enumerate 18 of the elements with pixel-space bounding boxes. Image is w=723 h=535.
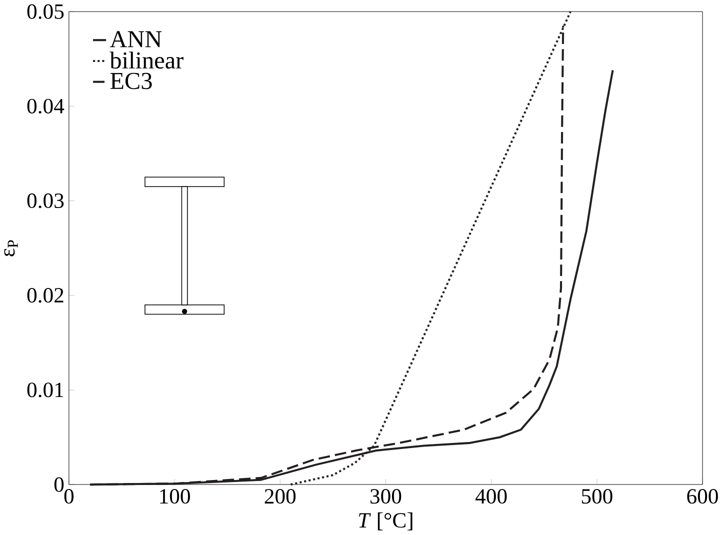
- y-tick-label: 0.03: [27, 194, 64, 208]
- y-axis-title: ε$_{P}$: [4, 240, 18, 257]
- legend-label: EC3: [110, 73, 152, 90]
- x-tick-label: 400: [475, 489, 507, 504]
- x-tick-label: 500: [582, 489, 612, 504]
- y-tick-label: 0: [54, 477, 64, 492]
- y-tick-label: 0.05: [27, 4, 64, 20]
- x-tick-label: 100: [160, 489, 190, 504]
- x-tick-label: 300: [370, 489, 402, 504]
- y-tick-label: 0.01: [27, 382, 64, 398]
- legend-label: bilinear: [110, 52, 184, 69]
- legend-label: ANN: [110, 31, 162, 48]
- y-tick-label: 0.02: [27, 288, 64, 303]
- y-tick-label: 0.04: [27, 99, 64, 114]
- x-axis-title: T [°C]: [358, 512, 412, 531]
- x-tick-label: 600: [687, 489, 718, 504]
- x-tick-label: 200: [264, 489, 296, 504]
- x-tick-label: 0: [64, 489, 74, 504]
